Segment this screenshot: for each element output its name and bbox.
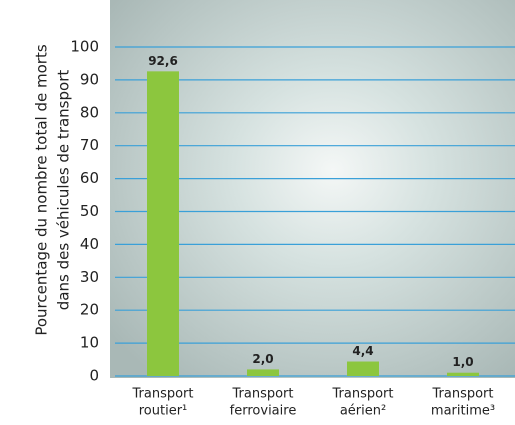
value-label: 92,6 (148, 54, 178, 68)
y-axis-label: Pourcentage du nombre total de morts dan… (33, 44, 73, 335)
x-tick-label: maritime³ (431, 404, 495, 419)
y-tick-label: 40 (80, 235, 99, 253)
y-tick-label: 0 (89, 367, 99, 385)
x-tick-label: aérien² (340, 404, 386, 419)
value-label: 2,0 (252, 352, 273, 366)
y-tick-label: 100 (70, 38, 99, 56)
value-label: 1,0 (452, 355, 473, 369)
y-tick-label: 20 (80, 301, 99, 319)
y-tick-label: 80 (80, 103, 99, 121)
y-tick-label: 30 (80, 268, 99, 286)
y-tick-label: 60 (80, 169, 99, 187)
x-tick-label: Transport (231, 387, 293, 402)
x-tick-label: routier¹ (139, 404, 188, 419)
value-label: 4,4 (352, 344, 373, 358)
bar (247, 369, 279, 376)
x-tick-label: ferroviaire (230, 404, 297, 419)
bar (347, 361, 379, 376)
y-tick-label: 70 (80, 136, 99, 154)
x-tick-label: Transport (131, 387, 193, 402)
bar (447, 372, 479, 376)
bar (147, 71, 179, 376)
y-label-line: Pourcentage du nombre total de morts (33, 44, 51, 335)
y-tick-label: 50 (80, 202, 99, 220)
x-tick-label: Transport (331, 387, 393, 402)
y-tick-label: 10 (80, 334, 99, 352)
x-tick-label: Transport (431, 387, 493, 402)
y-label-line: dans des véhicules de transport (55, 70, 73, 311)
y-tick-label: 90 (80, 70, 99, 88)
